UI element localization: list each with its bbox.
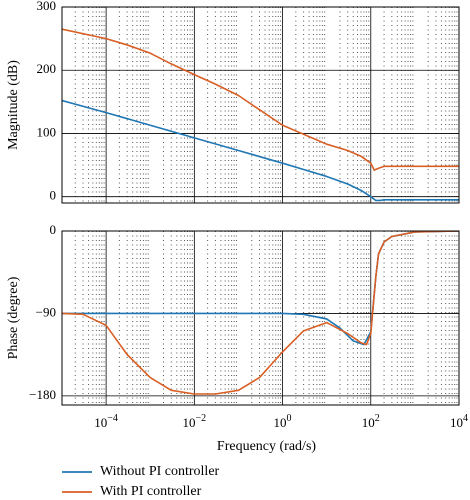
x-tick-label: 102 [362,413,380,430]
x-axis-label: Frequency (rad/s) [217,439,316,454]
y-tick-label: −90 [36,304,56,319]
y-tick-label: 0 [50,188,57,203]
x-tick-label: 104 [450,413,468,430]
series-line-with-pi [62,28,459,171]
legend-label: Without PI controller [100,464,220,479]
y-axis-label: Magnitude (dB) [6,60,21,150]
plot-frame [61,6,460,204]
y-tick-label: 300 [37,0,57,13]
legend: Without PI controller With PI controller [62,464,220,499]
x-tick-label: 100 [274,413,292,430]
legend-label: With PI controller [100,484,202,499]
y-tick-label: 100 [37,124,57,139]
series-line-with-pi [62,231,459,395]
y-tick-label: 200 [37,61,57,76]
plot-frame [61,230,460,406]
y-tick-label: −180 [29,387,56,402]
y-tick-label: 0 [50,222,57,237]
x-tick-label: 10−2 [183,413,207,430]
phase-panel: −180 −90 0 Phase (degree) 10−4 10−2 100 102 104 F… [6,222,468,454]
x-tick-label: 10−4 [94,413,118,430]
magnitude-panel: 0 100 200 300 Magnitude (dB) [6,0,460,204]
series-line-without-pi [62,99,459,202]
series-line-without-pi [62,231,459,346]
y-axis-label: Phase (degree) [6,276,21,359]
